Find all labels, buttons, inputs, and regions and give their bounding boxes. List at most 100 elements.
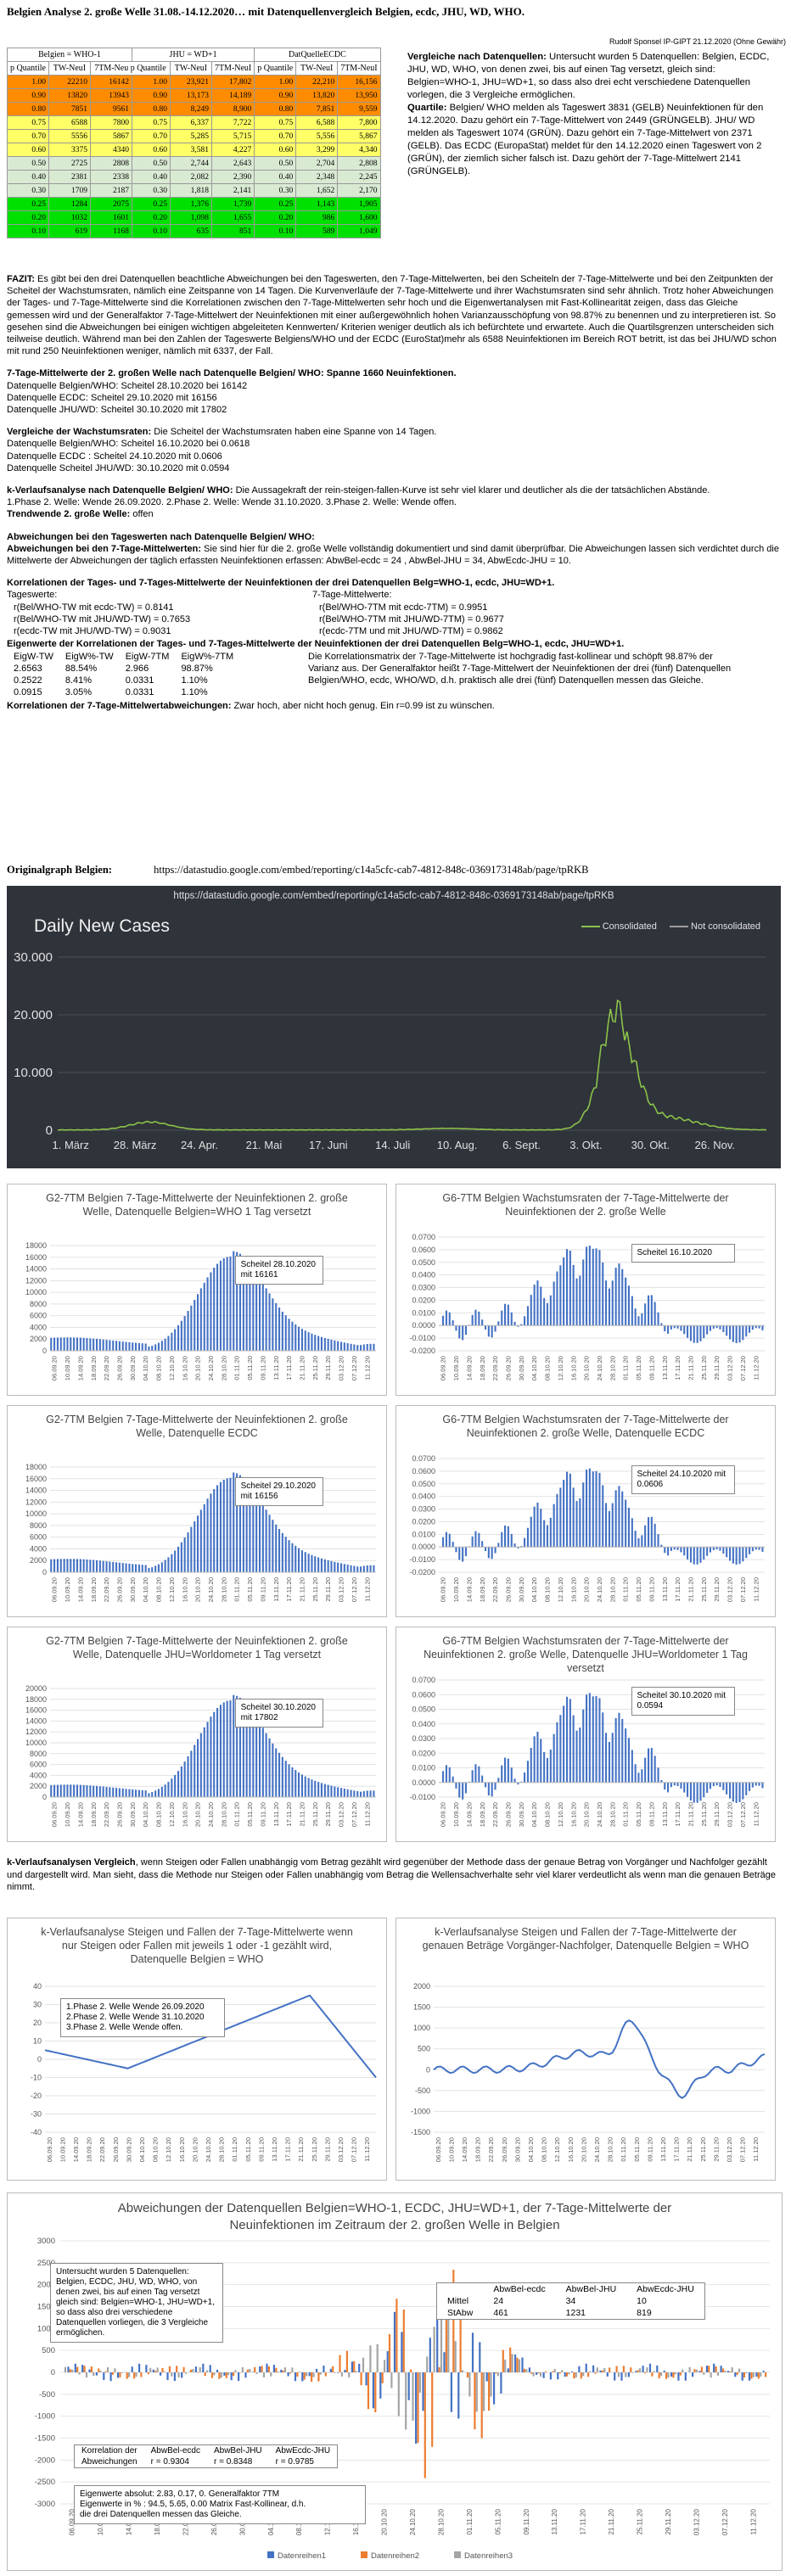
chart-bar <box>474 1309 477 1326</box>
chart-bar <box>109 1561 111 1572</box>
growth-line: Datenquelle Scheitel JHU/WD: 30.10.2020 … <box>7 462 230 473</box>
chart-ytick: -0.0200 <box>409 1347 435 1355</box>
eigen-head: EigW-TW <box>14 651 53 662</box>
chart-bar <box>226 1257 228 1351</box>
quantile-cell: 2808 <box>89 156 132 171</box>
chart-bar-series-2 <box>509 2347 512 2372</box>
eigen-cell: 98.87% <box>181 663 213 674</box>
chart-xtick: 22.09.20 <box>491 1802 499 1827</box>
chart-bar <box>687 1325 689 1338</box>
chart-bar <box>369 1790 372 1797</box>
chart-ytick: 0.0400 <box>412 1271 435 1280</box>
chart-bar <box>157 1564 160 1572</box>
text-section: FAZIT: Es gibt bei den drei Datenquellen… <box>7 273 781 712</box>
chart-bar-series-2 <box>254 2366 256 2372</box>
chart-xtick: 14.09.20 <box>76 1802 84 1827</box>
chart-bar-series-3 <box>532 2372 535 2377</box>
chart-bar <box>59 1784 62 1797</box>
chart-ytick: 0 <box>42 1347 47 1355</box>
chart-bar-series-3 <box>234 2370 237 2372</box>
chart-bar <box>151 1346 154 1351</box>
chart-bar-series-3 <box>177 2372 180 2377</box>
chart-bar <box>63 1337 65 1351</box>
chart-bar-series-3 <box>319 2372 322 2375</box>
chart-xtick: 25.11.20 <box>311 1577 319 1602</box>
quantile-cell: 589 <box>295 224 339 238</box>
chart-bar <box>199 1509 202 1572</box>
chart-bar-series-2 <box>757 2372 760 2379</box>
dashboard-xtick: 24. Apr. <box>181 1139 218 1151</box>
quantile-cell: 6,588 <box>295 115 339 130</box>
chart-bar <box>497 1321 500 1326</box>
chart-bar-series-2 <box>580 2372 582 2379</box>
chart-bar <box>356 1791 359 1797</box>
dashboard-url[interactable]: https://datastudio.google.com/embed/repo… <box>173 891 614 901</box>
chart-bar <box>650 1295 653 1326</box>
chart-bar <box>452 1542 454 1548</box>
original-url[interactable]: https://datastudio.google.com/embed/repo… <box>154 864 589 876</box>
chart-bar <box>194 1521 196 1572</box>
chart-ytick: 10000 <box>25 1739 47 1747</box>
chart-bar <box>625 1499 627 1548</box>
chart-xtick: 08.10.20 <box>152 2137 160 2162</box>
chart-bar <box>164 1784 166 1797</box>
chart-bar <box>676 1325 679 1329</box>
chart-bar <box>340 1341 343 1351</box>
chart-ytick: 0 <box>426 2065 430 2074</box>
chart-bar <box>93 1560 95 1572</box>
chart-xtick: 01.11.20 <box>233 1577 241 1602</box>
chart-xtick: 26.09.20 <box>115 1802 123 1827</box>
chart-xtick: 20.10.20 <box>191 2137 199 2162</box>
eigen-cell: 0.2522 <box>14 675 42 686</box>
quantile-cell: 1601 <box>89 210 132 225</box>
chart-bar <box>673 1782 676 1786</box>
chart-bar <box>334 1340 336 1351</box>
chart-bar-series-1 <box>372 2372 374 2409</box>
chart-bar-series-1 <box>379 2372 382 2399</box>
chart-bar <box>712 1782 715 1787</box>
chart-bar <box>268 1738 271 1797</box>
chart-bar <box>373 1343 375 1351</box>
dashboard-ytick: 30.000 <box>14 950 53 965</box>
chart-bar-series-1 <box>81 2365 84 2372</box>
chart-bar <box>546 1525 548 1548</box>
chart-bar <box>478 1532 480 1548</box>
chart-bar <box>86 1785 88 1797</box>
chart-bar <box>323 1337 326 1351</box>
chart-bar <box>474 1764 477 1783</box>
chart-bar <box>709 1325 711 1331</box>
quantile-cell: 0.40 <box>7 170 49 184</box>
chart-bar <box>295 1324 297 1351</box>
chart-growth-ecdc: G6-7TM Belgien Wachstumsraten der 7-Tage… <box>396 1405 776 1617</box>
chart-bar-series-2 <box>765 2372 767 2377</box>
chart-bar <box>89 1560 92 1572</box>
chart-xtick: 10.09.20 <box>452 1577 460 1602</box>
chart-xtick: 06.09.20 <box>440 1356 447 1380</box>
chart-bar-series-3 <box>539 2372 542 2377</box>
chart-bar <box>154 1790 157 1797</box>
chart-bar <box>526 1527 529 1548</box>
quantile-cell: 3375 <box>48 143 91 157</box>
chart-bar-series-3 <box>426 2356 429 2372</box>
chart-bar <box>362 1344 365 1351</box>
chart-bar-series-3 <box>745 2372 748 2374</box>
chart-xtick: 08.10.20 <box>544 1802 552 1827</box>
chart-bar-series-1 <box>259 2366 261 2372</box>
chart-bar-series-1 <box>514 2354 517 2372</box>
chart-bar <box>715 1547 718 1550</box>
dashboard-xtick: 17. Juni <box>309 1139 348 1151</box>
chart-bar <box>553 1281 555 1326</box>
eigen-head: EigW-7TM <box>125 651 170 662</box>
chart-ytick: 12000 <box>25 1498 47 1506</box>
chart-ytick: 0.0200 <box>412 1296 435 1304</box>
intro-heading: Vergleiche nach Datenquellen: <box>407 52 547 62</box>
chart-ytick: 2000 <box>37 2281 55 2290</box>
chart-bar-series-3 <box>106 2367 109 2372</box>
chart-bar-series-1 <box>88 2369 91 2372</box>
chart-bar-series-1 <box>471 2332 474 2372</box>
chart-bar-series-2 <box>431 2372 434 2447</box>
quantile-table: Belgien = WHO-1 JHU = WD+1 DatQuelleECDC… <box>7 48 381 238</box>
corr-value: r(ecdc-7TM und mit JHU/WD-7TM) = 0.9862 <box>319 626 503 637</box>
chart-bar <box>242 1477 244 1572</box>
chart-ytick: 18000 <box>25 1695 47 1704</box>
